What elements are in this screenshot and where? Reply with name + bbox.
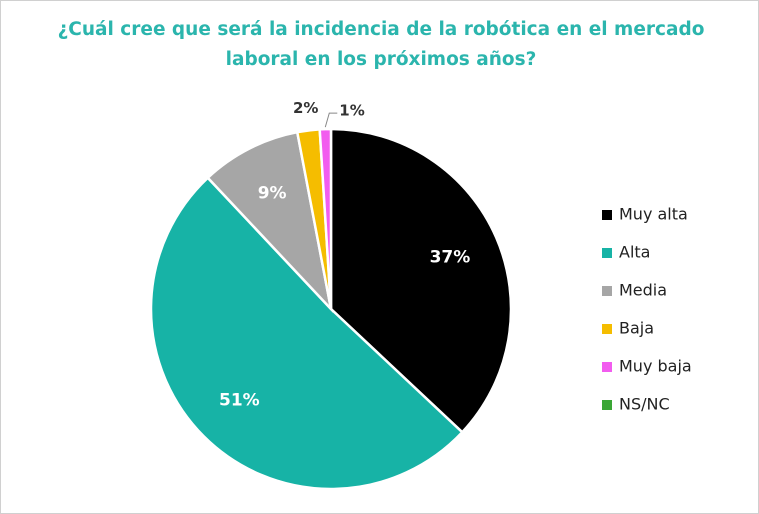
- data-label: 2%: [293, 99, 318, 117]
- pie-slice: [206, 130, 334, 313]
- data-label: 51%: [219, 391, 260, 411]
- legend-label: Alta: [619, 243, 650, 262]
- legend-label: Muy alta: [619, 205, 688, 224]
- legend-label: Media: [619, 281, 667, 300]
- legend-label: Muy baja: [619, 357, 692, 376]
- legend-swatch: [602, 324, 612, 334]
- legend-swatch: [602, 400, 612, 410]
- data-label: 37%: [430, 248, 471, 268]
- legend-swatch: [602, 248, 612, 258]
- legend-swatch: [602, 210, 612, 220]
- chart-title: ¿Cuál cree que será la incidencia de la …: [57, 19, 705, 70]
- legend-label: NS/NC: [619, 395, 670, 414]
- pie-slice: [149, 176, 464, 491]
- leader-line: [324, 112, 338, 128]
- pie-slice: [318, 127, 333, 310]
- legend-swatch: [602, 286, 612, 296]
- legend-swatch: [602, 362, 612, 372]
- data-label: 1%: [339, 102, 364, 120]
- data-label: 9%: [258, 184, 287, 204]
- legend-label: Baja: [619, 319, 654, 338]
- pie-slice: [329, 127, 513, 434]
